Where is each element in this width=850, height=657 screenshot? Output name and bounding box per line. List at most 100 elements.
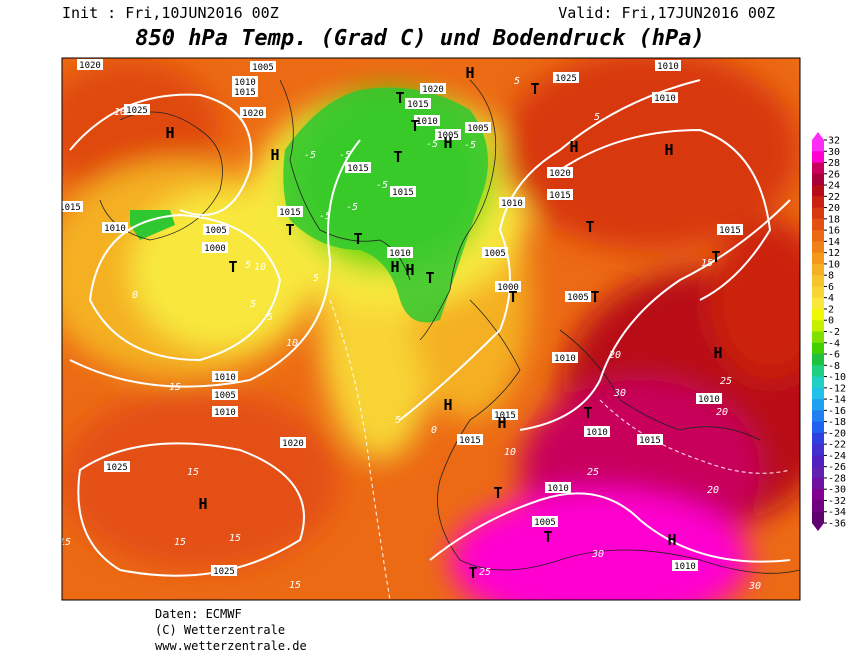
temperature-label: -5 [319,211,331,222]
pressure-center: H [569,138,578,156]
temperature-label: 25 [479,567,491,578]
pressure-center: T [530,80,539,98]
colorbar-label: -10 [828,372,846,383]
colorbar-swatch [812,489,824,501]
colorbar-swatch [812,399,824,411]
colorbar-label: 14 [828,237,840,248]
cold-pool [283,87,488,323]
colorbar-cap [812,523,824,531]
colorbar-label: -32 [828,496,846,507]
isobar-label: 1015 [719,226,741,236]
colorbar-label: -2 [828,327,840,338]
isobar-label-bg [457,434,483,445]
isobar-label: 1000 [497,283,519,293]
temperature-label: 30 [748,581,761,592]
colorbar-label: 22 [828,192,840,203]
pressure-center: T [285,221,294,239]
colorbar-swatch [812,207,824,220]
isobar-label: 1020 [242,109,264,119]
isobar-label: 1015 [639,436,661,446]
colorbar-swatch [812,185,824,197]
isobar-label: 1015 [407,100,429,110]
map-frame [61,57,801,601]
colorbar-swatch [812,286,824,299]
pressure-center: H [165,124,174,142]
temperature-label: -5 [346,202,358,213]
colorbar-swatch [812,173,824,186]
pressure-center: T [393,148,402,166]
isobar-label: 1010 [214,373,236,383]
colorbar-label: -6 [828,350,840,361]
colorbar-label: 0 [828,316,834,327]
temperature-label: 15 [229,533,241,544]
colorbar-swatch [812,342,824,355]
isobar-label-bg [420,83,446,94]
colorbar-swatch [812,320,824,332]
colorbar-swatch [812,252,824,265]
isobar-label-bg [212,371,238,382]
pressure-center: T [585,218,594,236]
isobar-label: 1025 [213,567,235,577]
colorbar-swatch [812,331,824,344]
isobar-label: 1010 [501,199,523,209]
colorbar-swatch [812,218,824,231]
temperature-label: 30 [591,549,604,560]
temperature-label: 15 [174,537,186,548]
colorbar-swatch [812,511,824,524]
colorbar-swatch [812,387,824,400]
isobar-label-bg [212,389,238,400]
temperature-label: 15 [701,258,713,269]
init-time: Init : Fri,10JUN2016 00Z [62,4,279,22]
footer-line: (C) Wetterzentrale [155,623,285,637]
isobar-label-bg [492,409,518,420]
isobar-label-bg [696,393,722,404]
isobar-label-bg [202,242,228,253]
pressure-center: H [405,261,414,279]
isobar-label: 1010 [654,94,676,104]
colorbar-label: 32 [828,136,840,147]
isobar-label-bg [655,60,681,71]
temperature-label: 20 [609,350,621,361]
isobar-label: 1015 [234,88,256,98]
colorbar-label: 16 [828,226,840,237]
isobar-label-bg [717,224,743,235]
temperature-label: -5 [464,140,476,151]
colorbar-swatch [812,410,824,423]
isobar-label: 1005 [437,131,459,141]
isobar-label-bg [435,129,461,140]
valid-time: Valid: Fri,17JUN2016 00Z [558,4,775,22]
isobar-label: 1005 [534,518,556,528]
isobar-label: 1010 [674,562,696,572]
isobar-label: 1015 [279,208,301,218]
isobar-label: 1020 [422,85,444,95]
isobar-label: 1020 [282,439,304,449]
colorbar-swatch [812,376,824,389]
isobar-label-bg [672,560,698,571]
temperature-label: 0 [132,290,138,301]
colorbar-label: -36 [828,519,846,530]
isobar-label: 1010 [554,354,576,364]
isobar-label: 1010 [698,395,720,405]
temperature-label: 15 [289,580,301,591]
colorbar-swatch [812,466,824,479]
temperature-label: -5 [339,150,351,161]
isobar-label-bg [211,565,237,576]
pressure-center: T [425,269,434,287]
colorbar-swatch [812,308,824,321]
temperature-label: 15 [169,382,181,393]
isobar-label-bg [552,352,578,363]
temperature-label: 25 [587,467,599,478]
isobar-label-bg [387,247,413,258]
colorbar-label: 6 [828,282,834,293]
pressure-center: H [390,258,399,276]
isobar-label-bg [545,482,571,493]
temperature-label: 15 [59,537,71,548]
footer-line: www.wetterzentrale.de [155,639,307,653]
colorbar-label: 12 [828,248,840,259]
isobar-label: 1005 [484,249,506,259]
colorbar-swatch [812,477,824,490]
isobar-label: 1025 [555,74,577,84]
isobar-label: 1015 [459,436,481,446]
